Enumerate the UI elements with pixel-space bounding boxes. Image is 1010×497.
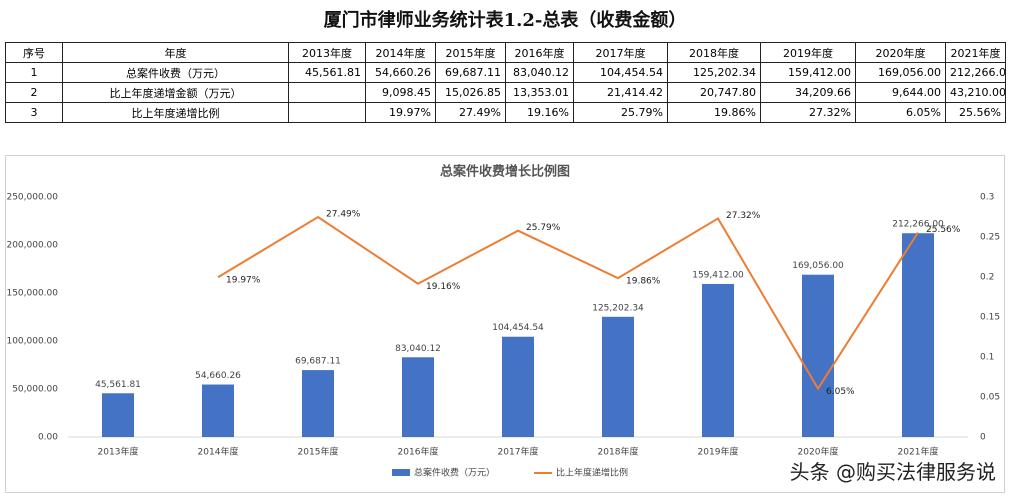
x-tick-label: 2013年度: [98, 446, 139, 458]
bar: [402, 357, 434, 437]
table-cell: 19.86%: [667, 102, 761, 123]
table-cell: 19.97%: [365, 102, 436, 123]
data-label: 25.79%: [526, 223, 561, 233]
table-title: 厦门市律师业务统计表1.2-总表（收费金额）: [323, 10, 687, 31]
header-cell: 2020年度: [855, 42, 946, 63]
table-cell: 27.49%: [435, 102, 506, 123]
data-label: 83,040.12: [395, 344, 441, 354]
table-row: 1 总案件收费（万元） 45,561.81 54,660.26 69,687.11 83,…: [5, 62, 1006, 83]
data-label: 45,561.81: [95, 380, 141, 390]
bar: [102, 393, 134, 437]
y2-tick-label: 0.15: [980, 313, 1000, 323]
y2-tick-label: 0.1: [980, 353, 994, 363]
watermark: 头条 @购买法律服务说: [789, 460, 996, 484]
x-tick-label: 2018年度: [598, 446, 639, 458]
table-cell: 3: [5, 102, 63, 123]
table-cell: 54,660.26: [365, 62, 436, 83]
data-label: 169,056.00: [792, 261, 844, 271]
header-cell: 2013年度: [288, 42, 366, 63]
x-tick-label: 2021年度: [898, 446, 939, 458]
table-cell: 21,414.42: [573, 82, 668, 103]
chart-title: 总案件收费增长比例图: [440, 164, 570, 180]
table-row: 3 比上年度递增比例 19.97% 27.49% 19.16% 25.79% 19.86% 2…: [5, 102, 1006, 123]
x-tick-label: 2019年度: [698, 446, 739, 458]
table-cell: 27.32%: [760, 102, 856, 123]
bar: [702, 283, 734, 437]
data-label: 27.49%: [326, 210, 361, 220]
data-label: 27.32%: [726, 211, 761, 221]
y-tick-label: 50,000.00: [12, 385, 58, 395]
legend-swatch: [392, 469, 410, 476]
data-label: 54,660.26: [195, 371, 241, 381]
table-cell: 83,040.12: [505, 62, 574, 83]
table-cell: 25.79%: [573, 102, 668, 123]
table-cell: 19.16%: [505, 102, 574, 123]
table-cell: 169,056.00: [855, 62, 946, 83]
table-cell: 9,098.45: [365, 82, 436, 103]
table-cell: 104,454.54: [573, 62, 668, 83]
data-label: 6.05%: [826, 387, 855, 397]
x-tick-label: 2016年度: [398, 446, 439, 458]
x-tick-label: 2014年度: [198, 446, 239, 458]
x-tick-label: 2017年度: [498, 446, 539, 458]
data-label: 19.86%: [626, 277, 661, 287]
legend-label: 比上年度递增比例: [556, 467, 628, 479]
data-label: 212,266.00: [892, 220, 944, 230]
y2-tick-label: 0: [980, 433, 986, 443]
table-cell: 比上年度递增比例: [62, 102, 289, 123]
y2-tick-label: 0.2: [980, 273, 994, 283]
chart-panel: [5, 155, 1005, 493]
data-label: 19.16%: [426, 282, 461, 292]
data-label: 159,412.00: [692, 270, 744, 280]
y-tick-label: 250,000.00: [6, 193, 58, 203]
data-label: 25.56%: [926, 225, 961, 235]
data-label: 69,687.11: [295, 357, 341, 367]
table-cell: 9,644.00: [855, 82, 946, 103]
y2-tick-label: 0.25: [980, 233, 1000, 243]
legend-label: 总案件收费（万元）: [414, 467, 495, 479]
table-cell: 125,202.34: [667, 62, 761, 83]
header-cell: 2018年度: [667, 42, 761, 63]
table: 序号 年度 2013年度 2014年度 2015年度 2016年度 2017年度 2018年度…: [5, 42, 1006, 123]
data-label: 19.97%: [226, 276, 261, 286]
table-cell: 总案件收费（万元）: [62, 62, 289, 83]
bar: [302, 370, 334, 437]
data-label: 104,454.54: [492, 323, 544, 333]
y-tick-label: 150,000.00: [6, 289, 58, 299]
bar: [602, 316, 634, 437]
bar: [802, 274, 834, 437]
bar: [202, 384, 234, 437]
table-cell: 25.56%: [945, 102, 1006, 123]
table-cell: 13,353.01: [505, 82, 574, 103]
bar: [502, 336, 534, 437]
y-tick-label: 100,000.00: [6, 337, 58, 347]
y-tick-label: 200,000.00: [6, 241, 58, 251]
table-cell: 20,747.80: [667, 82, 761, 103]
data-label: 125,202.34: [592, 303, 644, 313]
y2-tick-label: 0.3: [980, 193, 994, 203]
table-cell: 43,210.00: [945, 82, 1006, 103]
header-cell: 2019年度: [760, 42, 856, 63]
bar: [902, 233, 934, 437]
line: [217, 215, 919, 391]
x-tick-label: 2015年度: [298, 446, 339, 458]
header-cell: 2016年度: [505, 42, 574, 63]
y-tick-label: 0.00: [38, 433, 58, 443]
x-tick-label: 2020年度: [798, 446, 839, 458]
y2-tick-label: 0.05: [980, 393, 1000, 403]
header-row: 序号 年度 2013年度 2014年度 2015年度 2016年度 2017年度 2018年度…: [5, 42, 1006, 63]
